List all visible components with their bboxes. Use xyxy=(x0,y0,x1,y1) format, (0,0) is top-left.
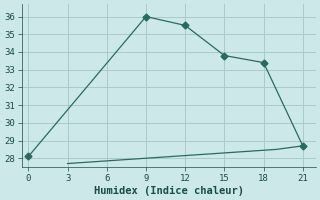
X-axis label: Humidex (Indice chaleur): Humidex (Indice chaleur) xyxy=(94,186,244,196)
